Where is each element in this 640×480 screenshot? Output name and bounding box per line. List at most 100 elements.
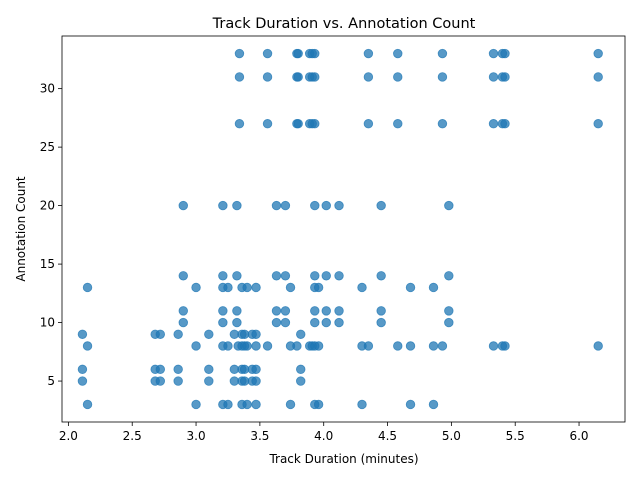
x-tick-label: 2.0 xyxy=(59,429,78,443)
data-point xyxy=(363,119,374,129)
data-point xyxy=(82,341,93,351)
data-point xyxy=(191,282,201,293)
data-point xyxy=(376,200,386,211)
data-point xyxy=(405,282,416,293)
data-point xyxy=(310,200,320,211)
data-point xyxy=(77,376,88,386)
data-point xyxy=(321,271,331,281)
data-point xyxy=(280,317,291,328)
data-point xyxy=(437,48,448,59)
data-point xyxy=(242,341,252,351)
data-point xyxy=(223,341,233,351)
data-point xyxy=(376,271,386,281)
data-point xyxy=(218,200,228,211)
data-point xyxy=(296,364,306,375)
data-point xyxy=(251,282,261,293)
data-point xyxy=(232,306,242,316)
y-tick-label: 30 xyxy=(40,82,55,96)
data-point xyxy=(296,376,306,386)
data-point xyxy=(357,399,367,410)
data-point xyxy=(437,341,448,351)
y-axis-label: Annotation Count xyxy=(14,176,28,282)
data-point xyxy=(321,200,331,211)
data-point xyxy=(488,341,499,351)
y-tick-label: 20 xyxy=(40,199,55,213)
data-point xyxy=(262,72,273,82)
data-point xyxy=(173,329,183,339)
points-layer xyxy=(77,48,603,410)
data-point xyxy=(444,306,454,316)
data-point xyxy=(232,271,242,281)
data-point xyxy=(234,119,245,129)
data-point xyxy=(310,119,320,129)
data-point xyxy=(280,271,291,281)
data-point xyxy=(293,72,303,82)
data-point xyxy=(77,364,88,375)
data-point xyxy=(500,48,510,59)
data-point xyxy=(285,282,296,293)
data-point xyxy=(428,341,439,351)
data-point xyxy=(500,341,510,351)
data-point xyxy=(500,119,510,129)
data-point xyxy=(334,317,344,328)
data-point xyxy=(218,271,228,281)
data-point xyxy=(204,376,214,386)
data-point xyxy=(488,48,499,59)
data-point xyxy=(191,341,201,351)
data-point xyxy=(405,341,416,351)
data-point xyxy=(223,282,233,293)
data-point xyxy=(593,119,603,129)
data-point xyxy=(376,306,386,316)
x-axis: 2.0 2.5 3.0 3.5 4.0 4.5 5.0 5.5 6.0 xyxy=(59,422,589,443)
data-point xyxy=(357,282,367,293)
y-tick-label: 10 xyxy=(40,316,55,330)
data-point xyxy=(285,399,296,410)
data-point xyxy=(242,282,252,293)
data-point xyxy=(262,48,273,59)
data-point xyxy=(296,329,306,339)
data-point xyxy=(218,317,228,328)
data-point xyxy=(178,306,188,316)
data-point xyxy=(405,399,416,410)
x-tick-label: 5.0 xyxy=(442,429,461,443)
data-point xyxy=(444,200,454,211)
data-point xyxy=(178,317,188,328)
data-point xyxy=(593,341,603,351)
data-point xyxy=(251,399,261,410)
data-point xyxy=(437,119,448,129)
data-point xyxy=(280,200,291,211)
y-tick-label: 25 xyxy=(40,140,55,154)
data-point xyxy=(251,329,261,339)
data-point xyxy=(232,200,242,211)
data-point xyxy=(293,119,303,129)
data-point xyxy=(155,376,166,386)
data-point xyxy=(271,200,282,211)
data-point xyxy=(271,271,282,281)
data-point xyxy=(204,364,214,375)
data-point xyxy=(204,329,214,339)
data-point xyxy=(437,72,448,82)
data-point xyxy=(310,306,320,316)
data-point xyxy=(393,341,403,351)
data-point xyxy=(155,364,166,375)
data-point xyxy=(242,399,252,410)
x-tick-label: 4.0 xyxy=(314,429,333,443)
data-point xyxy=(334,306,344,316)
data-point xyxy=(334,271,344,281)
x-tick-label: 3.0 xyxy=(187,429,206,443)
data-point xyxy=(232,317,242,328)
data-point xyxy=(428,282,439,293)
x-tick-label: 3.5 xyxy=(250,429,269,443)
data-point xyxy=(310,72,320,82)
data-point xyxy=(363,72,374,82)
data-point xyxy=(155,329,166,339)
y-axis: 5 10 15 20 25 30 xyxy=(40,82,62,388)
data-point xyxy=(376,317,386,328)
data-point xyxy=(262,341,273,351)
data-point xyxy=(271,317,282,328)
data-point xyxy=(191,399,201,410)
data-point xyxy=(393,48,403,59)
y-tick-label: 5 xyxy=(47,374,55,388)
data-point xyxy=(82,399,93,410)
data-point xyxy=(77,329,88,339)
